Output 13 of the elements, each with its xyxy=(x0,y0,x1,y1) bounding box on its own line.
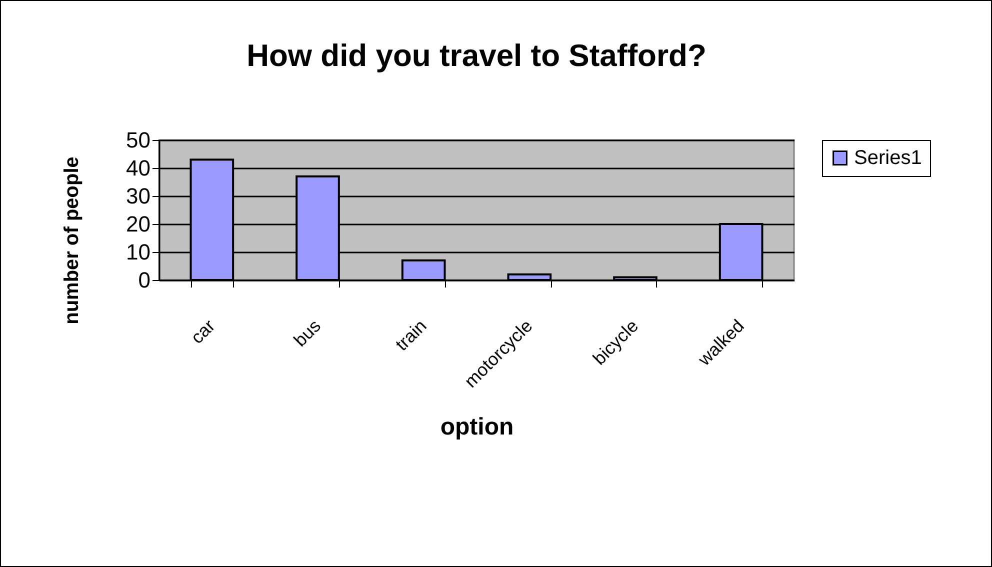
legend-label: Series1 xyxy=(854,147,922,169)
y-tick-label: 10 xyxy=(126,240,150,264)
y-tick-label: 0 xyxy=(138,268,150,292)
x-tick-label: bus xyxy=(290,316,325,350)
y-axis-title: number of people xyxy=(61,156,84,324)
y-tick-label: 20 xyxy=(126,212,150,236)
x-axis-title: option xyxy=(440,413,514,440)
x-tick-label: train xyxy=(392,316,430,355)
y-tick-label: 40 xyxy=(126,156,150,180)
x-tick-label: car xyxy=(186,316,219,348)
y-tick-label: 30 xyxy=(126,184,150,208)
chart-title: How did you travel to Stafford? xyxy=(246,38,706,73)
y-tick-label: 50 xyxy=(126,128,150,152)
